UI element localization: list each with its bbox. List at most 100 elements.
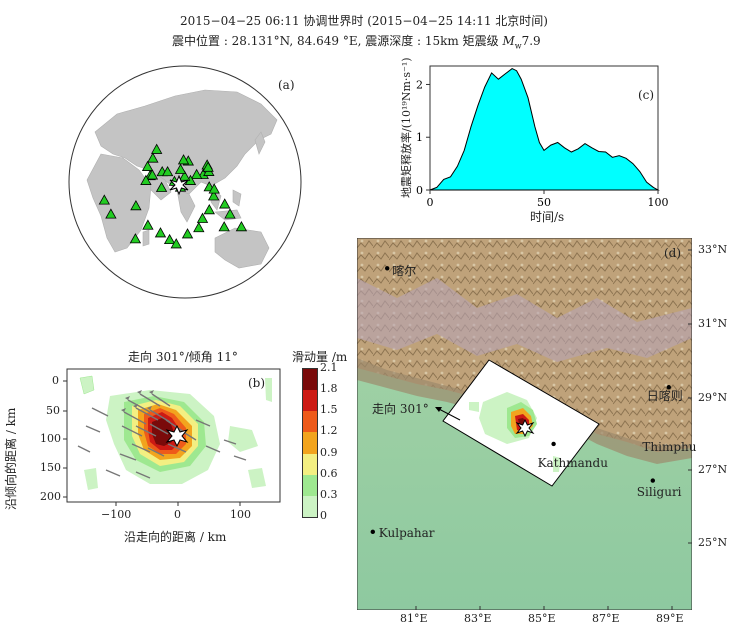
- lat-tick-4: 27°N: [698, 463, 728, 476]
- colorbar-tick-6: 0.3: [320, 487, 338, 501]
- city-label-5: Kulpahar: [378, 525, 435, 540]
- lon-tick-2: 83°E: [464, 612, 492, 625]
- panel-b-ytick-5: 200: [40, 490, 61, 503]
- station-marker-11: [203, 204, 215, 215]
- city-dot-0: [385, 266, 390, 271]
- panel-c-xtick-1: 50: [537, 196, 551, 209]
- panel-c-x-ticks: 0 50 100: [427, 190, 669, 209]
- panel-c-ytick-2: 2: [416, 78, 423, 91]
- station-marker-22: [190, 168, 203, 179]
- city-dot-1: [666, 385, 671, 390]
- strike-arrow-icon: [435, 407, 461, 421]
- station-marker-15: [219, 198, 231, 209]
- colorbar-swatch-5: [303, 474, 317, 496]
- colorbar-swatch-2: [303, 411, 317, 433]
- station-marker-10: [196, 212, 209, 223]
- panel-d-label: (d): [664, 246, 682, 260]
- moment-rate-area: [429, 68, 660, 191]
- lon-tick-4: 87°E: [592, 612, 620, 625]
- panel-c-y-ticks: 0 1 2: [416, 78, 430, 197]
- station-marker-31: [141, 160, 154, 171]
- fault-plane: [442, 359, 600, 487]
- panel-b-ytick-2: 50: [46, 404, 60, 417]
- lat-tick-2: 31°N: [698, 317, 728, 330]
- colorbar-tick-2: 1.5: [320, 403, 338, 417]
- header-line2-prefix: 震中位置 : 28.131°N, 84.649 °E, 震源深度 : 15km …: [172, 34, 503, 48]
- station-marker-12: [208, 190, 220, 201]
- panel-b-xlabel: 沿走向的距离 / km: [124, 530, 227, 544]
- station-marker-4: [142, 219, 154, 230]
- station-marker-37: [177, 154, 190, 165]
- magnitude-subscript: w: [514, 41, 522, 51]
- station-marker-32: [155, 181, 168, 192]
- station-marker-14: [208, 183, 220, 194]
- panel-b-title: 走向 301°/倾角 11°: [128, 350, 238, 364]
- panel-c-chart: 0 50 100 0 1 2: [416, 65, 669, 209]
- station-marker-6: [163, 233, 176, 245]
- station-marker-1: [105, 208, 117, 219]
- slip-colorbar: [302, 368, 318, 518]
- panel-b-label: (b): [248, 376, 266, 390]
- station-marker-39: [140, 174, 152, 185]
- colorbar-swatch-3: [303, 432, 317, 454]
- station-marker-8: [181, 228, 194, 239]
- city-dot-5: [370, 529, 375, 535]
- panel-c-ylabel: 地震矩释放率/(10¹⁹Nm·s⁻¹): [400, 57, 413, 198]
- station-marker-30: [151, 143, 163, 154]
- colorbar-tick-1: 1.8: [320, 382, 338, 396]
- lon-tick-3: 85°E: [528, 612, 556, 625]
- station-marker-17: [218, 221, 230, 232]
- station-marker-34: [161, 165, 174, 177]
- map-epicenter-star-icon: [515, 418, 535, 438]
- panel-b-xtick-2: 0: [174, 508, 181, 521]
- station-marker-38: [202, 161, 214, 172]
- city-dot-2: [551, 441, 556, 447]
- station-marker-16: [224, 208, 236, 219]
- city-label-2: Kathmandu: [537, 455, 608, 470]
- station-marker-3: [130, 199, 142, 211]
- panel-c-label: (c): [638, 88, 655, 102]
- station-marker-35: [174, 163, 187, 174]
- station-marker-24: [178, 170, 191, 181]
- magnitude-value: 7.9: [521, 34, 541, 48]
- lat-tick-1: 33°N: [698, 243, 728, 256]
- colorbar-tick-4: 0.9: [320, 445, 338, 459]
- colorbar-tick-7: 0: [320, 509, 327, 522]
- lat-tick-5: 25°N: [698, 536, 728, 549]
- panel-b-ytick-1: 0: [52, 374, 59, 387]
- panel-b-ytick-3: 100: [40, 432, 61, 445]
- station-marker-7: [170, 238, 182, 249]
- epicenter-star-icon: [169, 174, 189, 196]
- strike-label: 走向 301°: [372, 402, 429, 416]
- colorbar-swatch-1: [303, 390, 317, 412]
- hypocenter-star-icon: [165, 424, 189, 448]
- station-marker-5: [154, 227, 167, 238]
- colorbar-swatch-6: [303, 495, 317, 517]
- city-label-1: 日喀则: [646, 389, 683, 404]
- panel-d-map: [357, 238, 692, 610]
- colorbar-swatch-4: [303, 453, 317, 475]
- colorbar-tick-0: 2.1: [320, 361, 338, 374]
- station-markers: [98, 143, 248, 249]
- panel-c-xlabel: 时间/s: [530, 210, 565, 224]
- panel-c-ytick-0: 0: [416, 184, 423, 197]
- panel-b-xtick-1: −100: [101, 508, 132, 521]
- station-marker-0: [129, 233, 142, 244]
- colorbar-swatch-0: [303, 369, 317, 391]
- panel-b-ylabel: 沿倾向的距离 / km: [4, 407, 18, 510]
- station-marker-29: [147, 152, 159, 163]
- lon-tick-1: 81°E: [400, 612, 428, 625]
- city-label-0: 喀尔: [392, 264, 417, 279]
- figure-header-line1: 2015−04−25 06:11 协调世界时 (2015−04−25 14:11…: [180, 14, 548, 28]
- panel-a-globe: [68, 65, 302, 299]
- magnitude-symbol: M: [502, 34, 515, 48]
- city-dot-4: [650, 478, 655, 483]
- panel-b-xtick-3: 100: [230, 508, 251, 521]
- station-marker-9: [193, 221, 205, 233]
- panel-c-ytick-1: 1: [416, 131, 423, 144]
- lat-tick-3: 29°N: [698, 391, 728, 404]
- station-marker-2: [98, 194, 110, 205]
- panel-c-xtick-2: 100: [648, 196, 669, 209]
- city-label-4: Siliguri: [636, 484, 682, 499]
- colorbar-tick-3: 1.2: [320, 424, 338, 438]
